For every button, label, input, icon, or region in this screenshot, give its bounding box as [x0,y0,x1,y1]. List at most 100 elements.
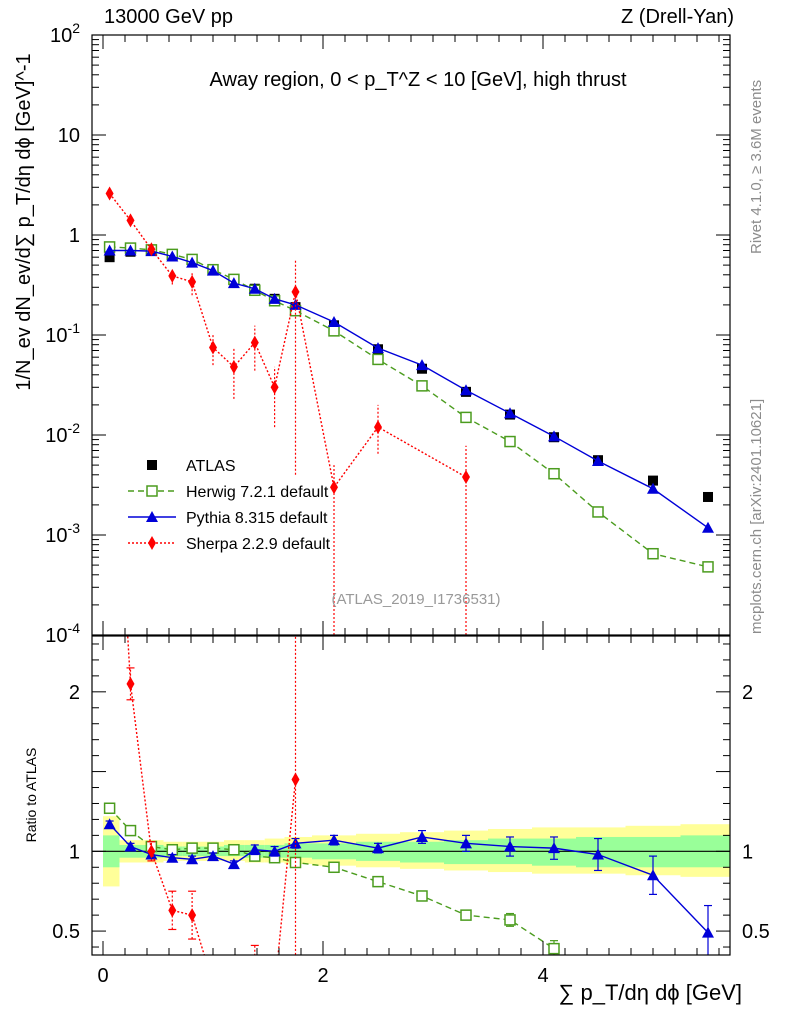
sherpa-point [168,268,177,283]
sherpa-ratio-point [106,318,114,332]
herwig-point [372,353,384,366]
ratio-panel-plot [92,318,730,997]
herwig-ratio-point [372,875,384,888]
y-tick-label: 10 [58,125,80,147]
pythia-point [103,244,116,256]
legend-marker-pythia [146,511,158,522]
ratio-y-tick-label: 0.5 [52,921,80,943]
pythia-ratio-point [166,851,179,863]
pythia-point [702,521,714,533]
pythia-ratio-point [504,840,516,852]
pythia-ratio-point [460,837,472,849]
legend-marker-atlas [147,460,157,470]
pythia-ratio-point [124,840,137,852]
pythia-point [248,282,261,294]
y-tick-label: 10-3 [45,520,80,547]
herwig-ratio-point [504,914,516,926]
herwig-ratio-point [103,802,116,815]
watermark: (ATLAS_2019_I1736531) [331,591,500,608]
legend-label-herwig: Herwig 7.2.1 default [186,484,329,501]
main-panel-plot [103,186,714,635]
herwig-point [416,380,428,392]
sherpa-ratio-point [147,844,156,859]
herwig-ratio-point [328,861,340,874]
y-tick-label: 10-1 [45,320,80,347]
sherpa-point [188,274,197,289]
sherpa-point [250,335,259,350]
sherpa-point [291,284,300,299]
legend-label-pythia: Pythia 8.315 default [186,510,328,527]
pythia-point [227,277,240,289]
band-inner [400,841,444,863]
pythia-ratio-point [248,843,261,855]
herwig-point [592,506,604,518]
herwig-ratio-point [228,843,240,856]
pythia-ratio-point [702,926,714,938]
atlas-point [703,491,713,502]
sherpa-point [270,380,279,395]
pythia-ratio-point [592,848,604,860]
herwig-ratio-point [548,942,560,955]
sherpa-line [109,193,467,489]
y-tick-label: 10-2 [45,420,80,447]
sherpa-ratio-point [230,983,238,997]
sherpa-ratio-line [127,636,297,955]
pythia-point [504,407,516,419]
plot-title: Away region, 0 < p_T^Z < 10 [GeV], high … [209,69,626,91]
pythia-point [166,250,179,262]
herwig-ratio-point [460,909,472,921]
pythia-point [460,384,472,396]
sherpa-ratio-point [168,903,177,918]
x-axis-label: ∑ p_T/dη dϕ [GeV] [559,980,742,1005]
pythia-ratio-point [268,845,281,857]
herwig-point [548,467,560,480]
y-tick-label: 102 [50,20,80,47]
y-axis-label: 1/N_ev dN_ev/d∑ p_T/dη dϕ [GeV]^-1 [13,53,35,390]
x-tick-label: 0 [97,965,108,987]
x-tick-label: 2 [317,965,328,987]
sherpa-point [462,470,470,485]
y-tick-label: 10-4 [45,620,80,647]
pythia-point [124,244,137,256]
legend-label-atlas: ATLAS [186,458,236,475]
x-tick-label: 4 [537,965,548,987]
pythia-ratio-point [227,858,240,870]
herwig-point [504,435,516,448]
sherpa-ratio-point [271,983,279,997]
sherpa-point [330,480,338,495]
pythia-point [328,315,340,327]
herwig-point [702,561,714,573]
ratio-y-tick-label: 1 [69,841,80,863]
y-tick-label: 1 [69,225,80,247]
ratio-y-tick-label-right: 1 [742,841,753,863]
sherpa-ratio-point [251,958,259,972]
ratio-y-tick-label-right: 2 [742,682,753,704]
pythia-ratio-point [328,834,340,846]
ratio-y-tick-label-right: 0.5 [742,921,770,943]
herwig-ratio-point [124,824,137,837]
pythia-point [268,292,281,304]
header-right: Z (Drell-Yan) [621,6,734,28]
sherpa-point [374,420,382,435]
herwig-ratio-point [186,842,198,854]
legend-label-sherpa: Sherpa 2.2.9 default [186,536,331,553]
pythia-point [186,256,199,268]
herwig-point [647,547,659,560]
sherpa-point [126,213,135,228]
ratio-frame [91,635,731,956]
pythia-ratio-point [416,830,428,842]
herwig-point [328,325,340,337]
pythia-ratio-point [372,842,384,854]
pythia-ratio-point [103,818,116,830]
sherpa-point [229,359,238,374]
pythia-ratio-point [647,869,659,881]
sherpa-ratio-point [126,676,135,691]
pythia-point [592,454,604,466]
atlas-point [648,475,658,486]
pythia-point [416,359,428,371]
header-left: 13000 GeV pp [104,6,233,28]
pythia-ratio-point [548,842,560,854]
herwig-ratio-point [416,890,428,902]
pythia-point [207,264,219,276]
